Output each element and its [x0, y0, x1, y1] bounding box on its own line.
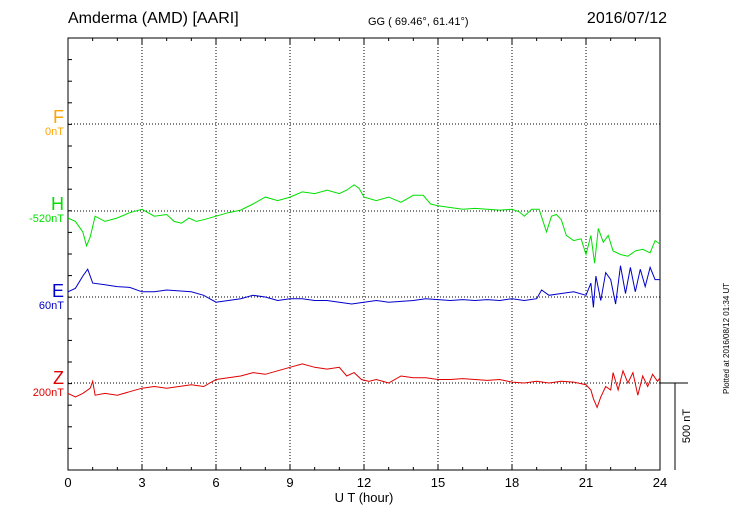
grid-lines: [68, 38, 660, 470]
x-tick-label: 18: [505, 475, 519, 490]
x-tick-label: 21: [579, 475, 593, 490]
x-tick-label: 15: [431, 475, 445, 490]
channel-baseline: 200nT: [32, 387, 64, 399]
x-ticks: 0 3 6 9 12 15 18 21 24: [64, 37, 667, 490]
channel-name: H: [51, 194, 64, 214]
trace-e: [67, 265, 660, 308]
scale-bar: 500 nT: [660, 382, 693, 470]
x-tick-label: 12: [357, 475, 371, 490]
channel-baseline: -520nT: [29, 213, 64, 225]
x-tick-label: 6: [212, 475, 219, 490]
channel-label-e: E 60nT: [4, 282, 64, 312]
channel-name: Z: [53, 368, 64, 388]
x-tick-label: 24: [653, 475, 667, 490]
channel-name: E: [51, 281, 64, 301]
chart-date: 2016/07/12: [586, 10, 667, 27]
channel-label-z: Z 200nT: [4, 369, 64, 399]
plotted-timestamp: Plotted at 2016/08/12 01:34 UT: [722, 282, 730, 394]
trace-h: [67, 184, 661, 264]
x-tick-label: 9: [286, 475, 293, 490]
x-tick-label: 0: [64, 475, 71, 490]
channel-baseline: 0nT: [45, 126, 64, 138]
station-coordinates: GG ( 69.46°, 61.41°): [368, 16, 469, 28]
x-axis-label: U T (hour): [335, 490, 394, 505]
channel-label-h: H -520nT: [4, 195, 64, 225]
scale-bar-label: 500 nT: [681, 409, 693, 444]
channel-baseline: 60nT: [38, 300, 64, 312]
channel-label-f: F 0nT: [4, 108, 64, 138]
channel-name: F: [53, 107, 64, 127]
traces: [67, 184, 661, 409]
station-title: Amderma (AMD) [AARI]: [68, 10, 239, 27]
trace-z: [67, 363, 661, 409]
x-tick-label: 3: [138, 475, 145, 490]
